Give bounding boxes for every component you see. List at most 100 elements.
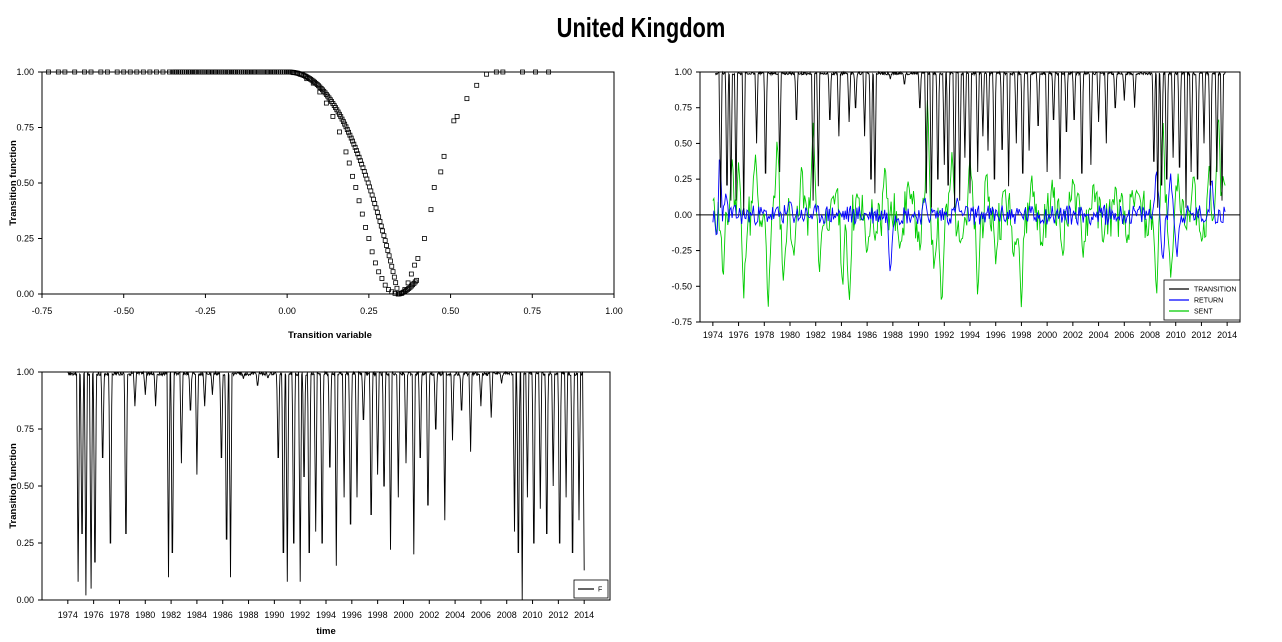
x-tick-label: 2006 <box>471 610 491 620</box>
data-point <box>342 121 348 127</box>
data-point <box>415 256 421 261</box>
x-tick-label: 1974 <box>58 610 78 620</box>
data-point <box>451 118 457 124</box>
data-point <box>346 160 352 166</box>
x-tick-label: 0.75 <box>524 306 542 316</box>
data-point <box>350 138 355 144</box>
x-tick-label: -0.25 <box>195 306 216 316</box>
x-tick-label: 1988 <box>239 610 259 620</box>
y-tick-label: 1.00 <box>16 67 34 77</box>
y-tick-label: 0.75 <box>674 103 692 113</box>
data-point <box>284 69 289 75</box>
x-tick-label: 1996 <box>986 330 1006 340</box>
x-tick-label: 1986 <box>857 330 877 340</box>
y-tick-label: 0.25 <box>16 538 34 548</box>
data-point <box>407 284 413 290</box>
data-point <box>314 82 320 87</box>
data-point <box>441 153 447 159</box>
x-tick-label: 2000 <box>1037 330 1057 340</box>
x-tick-label: 1990 <box>264 610 284 620</box>
y-tick-label: -0.25 <box>671 246 692 256</box>
x-tick-label: 1982 <box>161 610 181 620</box>
data-point <box>121 69 127 75</box>
y-tick-label: 0.00 <box>16 289 34 299</box>
data-point <box>357 158 363 164</box>
data-point <box>320 87 325 93</box>
x-tick-label: 2000 <box>393 610 413 620</box>
data-point <box>72 69 78 75</box>
data-point <box>410 282 416 288</box>
data-point <box>153 69 159 75</box>
data-point <box>454 114 460 119</box>
data-point <box>378 223 384 229</box>
data-point <box>343 124 349 130</box>
x-tick-label: 2014 <box>574 610 594 620</box>
x-tick-label: 1980 <box>780 330 800 340</box>
data-point <box>62 69 68 75</box>
data-point <box>384 243 389 248</box>
data-point <box>343 149 349 155</box>
x-tick-label: 2012 <box>548 610 568 620</box>
data-point <box>355 151 361 157</box>
x-tick-label: 2002 <box>419 610 439 620</box>
series-transition-line <box>714 70 1226 215</box>
x-tick-label: 0.50 <box>442 306 460 316</box>
data-point <box>364 176 370 182</box>
y-axis-label: Transition function <box>8 140 19 226</box>
data-point <box>380 228 385 234</box>
data-point <box>422 236 427 241</box>
x-tick-label: 1998 <box>1011 330 1031 340</box>
y-tick-label: 0.50 <box>674 138 692 148</box>
y-tick-label: 1.00 <box>16 367 34 377</box>
data-point <box>366 236 372 241</box>
data-point <box>316 83 321 89</box>
data-point <box>337 129 342 135</box>
data-point <box>304 74 310 80</box>
data-point <box>344 127 350 132</box>
y-tick-label: 0.50 <box>16 481 34 491</box>
data-point <box>350 173 355 179</box>
data-point <box>359 161 365 167</box>
data-point <box>338 114 344 120</box>
x-tick-label: 1994 <box>316 610 336 620</box>
series-return-line <box>712 159 1226 272</box>
data-point <box>347 132 353 138</box>
x-tick-label: 1976 <box>729 330 749 340</box>
y-tick-label: 0.00 <box>16 595 34 605</box>
data-point <box>363 224 368 230</box>
x-tick-label: 1980 <box>135 610 155 620</box>
x-tick-label: 1988 <box>883 330 903 340</box>
data-point <box>55 69 61 75</box>
y-tick-label: 0.00 <box>674 210 692 220</box>
x-tick-label: 1992 <box>934 330 954 340</box>
data-point <box>351 141 357 147</box>
x-tick-label: 1998 <box>368 610 388 620</box>
series-f-line <box>67 370 585 601</box>
data-point <box>318 85 324 91</box>
data-point <box>377 219 383 224</box>
data-point <box>374 209 380 215</box>
data-point <box>354 148 359 153</box>
x-tick-label: 2008 <box>497 610 517 620</box>
legend-label: SENT <box>1194 309 1213 316</box>
x-tick-label: 1978 <box>754 330 774 340</box>
x-tick-label: 1982 <box>806 330 826 340</box>
data-point <box>379 276 385 281</box>
data-point <box>356 198 362 204</box>
x-tick-label: 1992 <box>290 610 310 620</box>
data-point <box>114 69 120 75</box>
data-point <box>520 69 525 75</box>
data-point <box>464 96 470 102</box>
data-point <box>390 269 396 275</box>
data-point <box>372 260 378 266</box>
data-point <box>412 262 418 268</box>
data-point <box>160 69 166 75</box>
data-point <box>431 185 437 190</box>
data-point <box>365 180 371 186</box>
data-point <box>428 207 434 213</box>
data-point <box>339 116 345 122</box>
x-tick-label: 2010 <box>1166 330 1186 340</box>
x-tick-label: 1976 <box>84 610 104 620</box>
data-point <box>367 184 372 190</box>
data-point <box>386 253 392 259</box>
